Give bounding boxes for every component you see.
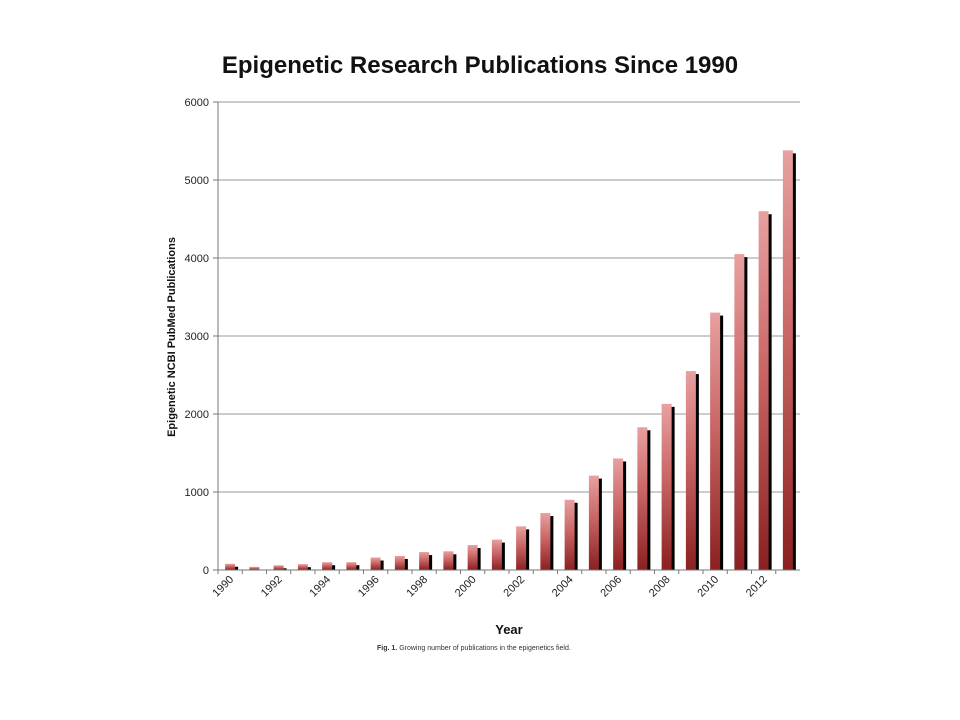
figure-caption: Fig. 1. Growing number of publications i… [377,645,571,652]
y-tick-label: 0 [203,565,209,577]
axes [213,101,800,574]
bar-1994 [322,562,333,570]
x-tick-labels: 1990 1992 1994 1996 1998 2000 2002 2004 2006 2008… [210,574,769,600]
x-tick-label: 1996 [356,574,382,600]
bar-2007 [637,427,648,570]
bar-2009 [685,371,696,570]
y-tick-label: 3000 [185,331,209,343]
x-tick-label: 2000 [453,574,479,600]
y-axis-label: Epigenetic NCBI PubMed Publications [166,237,178,437]
bar-1995 [346,562,357,570]
x-tick-label: 1990 [210,574,236,600]
x-tick-label: 1992 [259,574,285,600]
y-tick-label: 1000 [185,487,209,499]
bar-2008 [661,403,672,570]
x-tick-label: 2012 [744,574,770,600]
x-tick-label: 2004 [550,574,576,600]
y-tick-label: 4000 [185,253,209,265]
bar-2003 [540,513,551,570]
bar-2005 [588,475,599,570]
bar-1997 [394,555,405,570]
bar-2010 [710,312,721,570]
y-tick-label: 2000 [185,409,209,421]
bar-2000 [467,545,478,570]
x-tick-label: 2006 [598,574,624,600]
bar-1990 [225,563,236,570]
bar-1992 [273,565,284,570]
bar-2013 [782,150,793,571]
y-tick-labels: 0 1000 2000 3000 4000 5000 6000 [185,97,209,577]
x-tick-label: 2002 [501,574,527,600]
caption-text: Growing number of publications in the ep… [399,645,571,652]
x-tick-label: 2008 [647,574,673,600]
x-tick-label: 2010 [695,574,721,600]
bar-2011 [734,254,745,570]
bars [225,150,796,571]
bar-2006 [613,458,624,570]
bar-2004 [564,499,575,570]
gridlines [218,101,800,493]
bar-1991 [249,566,260,570]
bar-1999 [443,551,454,570]
chart-title: Epigenetic Research Publications Since 1… [221,52,739,79]
bar-1996 [370,557,381,570]
x-tick-label: 1994 [307,574,333,600]
bar-2002 [516,526,527,570]
y-tick-label: 6000 [185,97,209,109]
y-tick-label: 5000 [185,175,209,187]
bar-1998 [419,552,430,570]
bar-1993 [297,564,308,570]
bar-2012 [758,211,769,570]
x-tick-label: 1998 [404,574,430,600]
caption-label: Fig. 1. [377,645,398,652]
x-axis-label: Year [495,622,522,637]
bar-2001 [491,539,502,570]
